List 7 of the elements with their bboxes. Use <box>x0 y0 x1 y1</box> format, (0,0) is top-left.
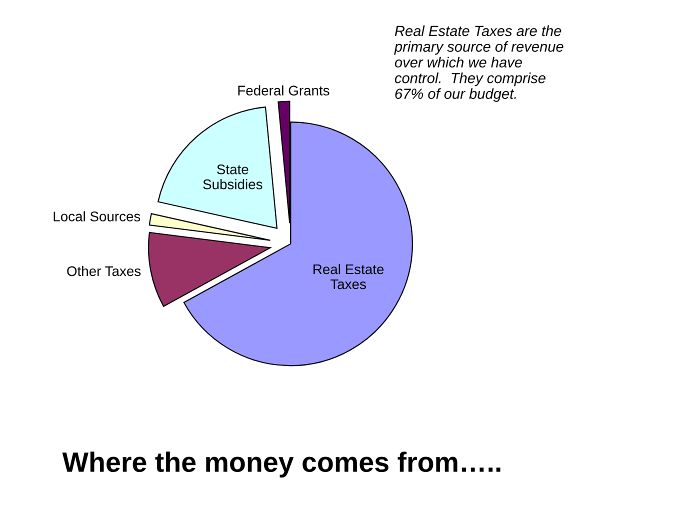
slice-label: Other Taxes <box>67 266 141 276</box>
slice-label: State Subsidies <box>203 164 262 190</box>
slice-label: Local Sources <box>54 211 140 222</box>
text: Where the money comes from….. <box>62 452 500 478</box>
slice-label: Federal Grants <box>238 85 330 96</box>
slice-label: Real Estate Taxes <box>314 264 384 290</box>
text: Real Estate Taxes are the primary source of revenue over which we have control. They comprise 67% of our budget. <box>394 25 564 102</box>
